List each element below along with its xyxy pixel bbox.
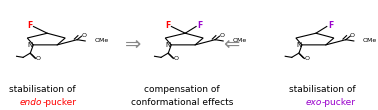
Text: OMe: OMe	[363, 38, 377, 43]
Text: exo: exo	[305, 98, 322, 107]
Text: O: O	[81, 33, 86, 38]
Text: O: O	[219, 33, 224, 38]
Text: stabilisation of: stabilisation of	[289, 85, 355, 94]
Text: stabilisation of: stabilisation of	[9, 85, 76, 94]
Text: O: O	[305, 56, 310, 61]
Text: OMe: OMe	[232, 38, 246, 43]
Text: compensation of: compensation of	[144, 85, 220, 94]
Text: N: N	[166, 42, 171, 48]
Text: O: O	[350, 33, 355, 38]
Text: F: F	[328, 21, 333, 30]
Text: O: O	[174, 56, 179, 61]
Text: N: N	[28, 42, 33, 48]
Text: F: F	[197, 21, 202, 30]
Text: ⇐: ⇐	[223, 35, 239, 54]
Text: F: F	[27, 21, 33, 30]
Text: endo: endo	[20, 98, 42, 107]
Text: -pucker: -pucker	[42, 98, 76, 107]
Text: O: O	[36, 56, 41, 61]
Text: conformational effects: conformational effects	[131, 98, 233, 107]
Text: OMe: OMe	[94, 38, 108, 43]
Text: F: F	[165, 21, 170, 30]
Text: N: N	[296, 42, 302, 48]
Text: -pucker: -pucker	[322, 98, 356, 107]
Text: ⇒: ⇒	[125, 35, 141, 54]
